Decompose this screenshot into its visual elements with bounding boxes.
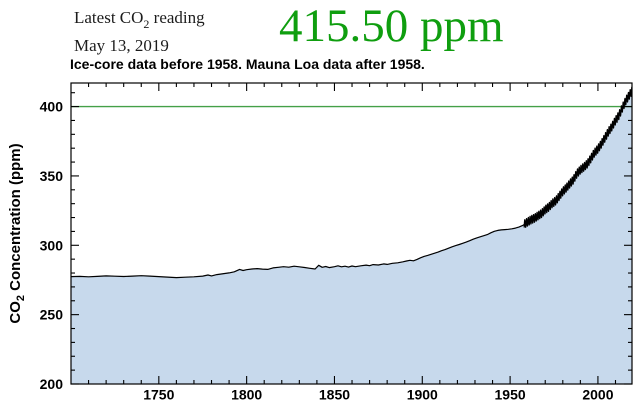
x-tick-label: 1800 <box>231 386 262 400</box>
co2-curve <box>70 86 633 279</box>
latest-reading-label: Latest CO2 reading <box>74 7 205 35</box>
latest-reading-block: Latest CO2 reading May 13, 2019 <box>74 7 205 57</box>
latest-label-text: Latest CO <box>74 8 144 27</box>
co2-reading: 415.50 ppm <box>279 0 504 52</box>
co2-area-fill <box>71 86 632 385</box>
latest-label-subscript: 2 <box>143 17 150 31</box>
x-tick-label: 1900 <box>407 386 438 400</box>
x-tick-label: 1950 <box>495 386 526 400</box>
y-tick-label: 350 <box>40 168 64 184</box>
latest-label-text-post: reading <box>149 8 205 27</box>
y-tick-label: 250 <box>40 307 64 323</box>
x-tick-label: 2000 <box>582 386 613 400</box>
y-tick-label: 400 <box>40 99 64 115</box>
chart-subtitle: Ice-core data before 1958. Mauna Loa dat… <box>70 56 425 72</box>
x-tick-label: 1750 <box>143 386 174 400</box>
y-axis-title: CO2 Concentration (ppm) <box>7 143 27 323</box>
y-tick-label: 300 <box>40 237 64 253</box>
x-tick-label: 1850 <box>319 386 350 400</box>
reading-date: May 13, 2019 <box>74 36 169 55</box>
y-tick-label: 200 <box>40 376 64 392</box>
